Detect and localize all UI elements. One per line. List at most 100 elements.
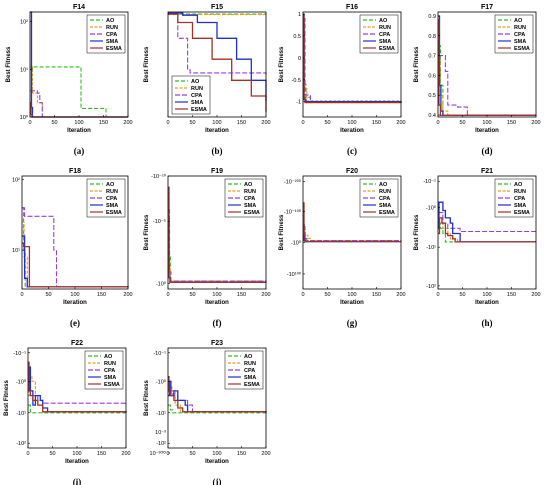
x-tick-label: 100 xyxy=(212,120,221,126)
series-cpa-line xyxy=(303,18,402,103)
legend-label-esma: ESMA xyxy=(379,46,395,52)
x-tick-label: 0 xyxy=(436,292,439,298)
chart-title: F17 xyxy=(481,4,493,11)
chart-title: F15 xyxy=(211,4,223,11)
panel-f19: 0 50 100 150 200 -10⁻¹⁰ -10⁻⁵ -10⁰ F19 Iteration B… xyxy=(144,168,271,328)
x-tick-label: 150 xyxy=(507,120,516,126)
y-axis-label: Best Fitness xyxy=(279,46,285,82)
y-tick-label: -10⁻²⁰⁰ xyxy=(284,178,302,185)
legend-label-sma: SMA xyxy=(379,203,391,209)
y-tick-label: -10⁻¹⁰ xyxy=(151,173,167,180)
legend-label-run: RUN xyxy=(104,361,116,367)
x-tick-label: 150 xyxy=(237,451,246,457)
series-esma-line xyxy=(168,375,267,413)
x-tick-label: 150 xyxy=(237,292,246,298)
chart-title: F16 xyxy=(346,4,358,11)
legend-label-run: RUN xyxy=(379,189,391,195)
x-tick-label: 0 xyxy=(301,292,304,298)
x-tick-label: 200 xyxy=(261,292,270,298)
y-tick-label: -10⁰ xyxy=(156,378,167,385)
y-tick-label: -10⁻¹⁰⁰ xyxy=(284,209,302,216)
y-tick-label: 10¹ xyxy=(12,248,20,254)
series-cpa-line xyxy=(28,390,126,404)
x-tick-label: 150 xyxy=(237,120,246,126)
y-tick-label: 10⁻³ᴼᴼ xyxy=(150,450,167,457)
x-tick-label: 50 xyxy=(45,292,51,298)
panel-caption: (j) xyxy=(213,477,222,485)
x-tick-label: 0 xyxy=(20,292,23,298)
x-tick-label: 200 xyxy=(121,451,130,457)
series-ao-line xyxy=(168,404,266,414)
panel-f23: 0 50 100 150 200 -10⁻¹ -10⁰ -10¹ -10² F23 Iteratio… xyxy=(144,340,271,485)
legend-label-sma: SMA xyxy=(244,203,256,209)
panel-f17: 0 50 100 150 200 0.9 0.8 0.7 0.6 0.5 0.4 F17 Iterati… xyxy=(414,4,541,156)
x-tick-label: 100 xyxy=(212,292,221,298)
legend-label-run: RUN xyxy=(244,361,256,367)
chart-title: F19 xyxy=(211,168,223,175)
y-axis-label: Best Fitness xyxy=(144,380,150,416)
panel-caption: (b) xyxy=(212,146,223,156)
series-cpa-line xyxy=(168,390,267,413)
x-tick-label: 100 xyxy=(212,451,221,457)
x-tick-label: 50 xyxy=(49,451,55,457)
legend-label-cpa: CPA xyxy=(244,368,255,374)
series-cpa-line xyxy=(438,212,536,233)
y-tick-label: -10⁻⁵ xyxy=(153,218,166,225)
legend-label-sma: SMA xyxy=(379,39,391,45)
x-tick-label: 100 xyxy=(482,292,491,298)
legend-label-esma: ESMA xyxy=(106,210,122,216)
chart-title: F22 xyxy=(71,340,83,347)
y-tick-label: 10⁰ xyxy=(20,114,29,121)
legend-label-esma: ESMA xyxy=(514,210,530,216)
x-axis-label: Iteration xyxy=(205,128,229,134)
y-tick-label: -10¹ xyxy=(426,245,436,251)
x-axis-label: Iteration xyxy=(205,459,229,465)
legend-label-esma: ESMA xyxy=(379,210,395,216)
y-tick-label: -10¹ xyxy=(156,411,166,417)
legend-label-esma: ESMA xyxy=(244,382,260,388)
x-tick-label: 50 xyxy=(189,451,195,457)
x-tick-label: 100 xyxy=(74,120,83,126)
series-ao-line xyxy=(438,45,537,116)
y-tick-label: 1 xyxy=(298,12,301,18)
series-esma-line xyxy=(28,361,127,413)
x-tick-label: 150 xyxy=(372,120,381,126)
y-tick-label: 0.8 xyxy=(428,34,436,40)
x-tick-label: 0 xyxy=(166,120,169,126)
x-axis-label: Iteration xyxy=(63,300,87,306)
y-tick-label: 0.9 xyxy=(428,14,436,20)
legend-label-ao: AO xyxy=(244,182,253,188)
chart-title: F23 xyxy=(211,340,223,347)
x-axis-label: Iteration xyxy=(475,128,499,134)
legend-label-run: RUN xyxy=(244,189,256,195)
x-tick-label: 150 xyxy=(97,451,106,457)
y-tick-label: -10¹ xyxy=(16,411,26,417)
panel-caption: (c) xyxy=(347,146,357,156)
legend-label-ao: AO xyxy=(244,354,253,360)
y-tick-label: 10² xyxy=(20,20,28,26)
legend-label-ao: AO xyxy=(104,354,113,360)
panel-caption: (d) xyxy=(482,146,493,156)
panel-caption: (e) xyxy=(70,318,80,328)
series-esma-line xyxy=(22,242,129,288)
legend-box xyxy=(86,14,126,54)
panel-f16: 0 50 100 150 200 1 0.5 0 -0.5 -1 F16 Iteration Best … xyxy=(279,4,406,156)
legend-label-cpa: CPA xyxy=(514,32,525,38)
series-sma-line xyxy=(28,366,127,413)
y-tick-label: -10² xyxy=(16,441,26,447)
y-tick-label: -10⁻¹ xyxy=(423,179,436,185)
x-tick-label: 100 xyxy=(72,451,81,457)
panel-caption: (i) xyxy=(73,477,82,485)
y-tick-label: 10¹ xyxy=(20,67,28,73)
legend-label-sma: SMA xyxy=(514,39,526,45)
y-tick-label: 10⁻³ xyxy=(155,430,166,436)
panel-caption: (f) xyxy=(213,318,222,328)
x-tick-label: 100 xyxy=(482,120,491,126)
x-tick-label: 100 xyxy=(347,120,356,126)
